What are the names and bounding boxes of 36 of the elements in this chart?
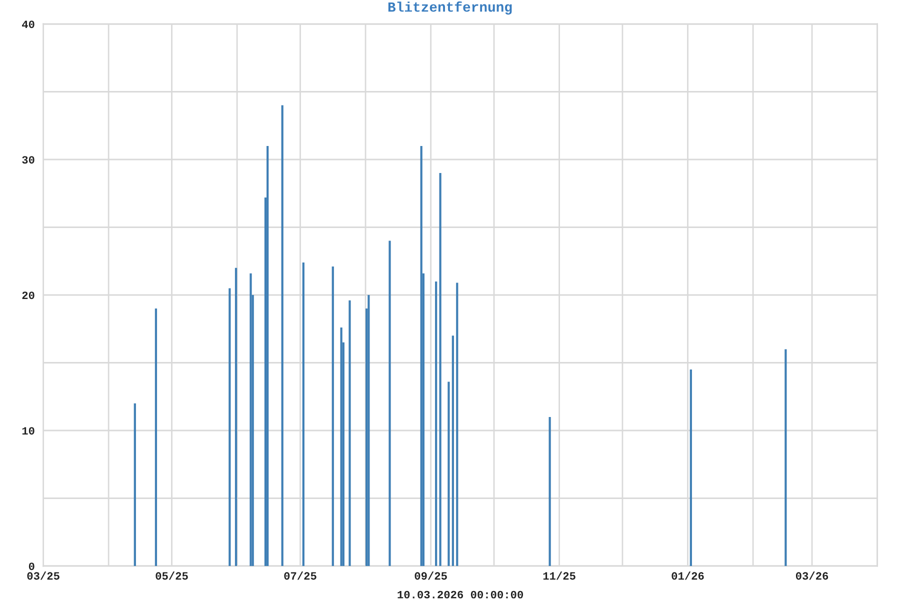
bar: [690, 370, 692, 566]
bar: [548, 416, 551, 566]
x-tick-label: 03/25: [27, 572, 60, 580]
bar: [250, 273, 252, 566]
y-tick-label: 10: [22, 427, 34, 435]
bar: [332, 266, 334, 566]
x-tick-label: 11/25: [543, 572, 576, 580]
bar: [448, 382, 450, 566]
bar: [340, 328, 342, 566]
bar: [456, 282, 458, 566]
bar: [452, 336, 454, 566]
bar: [228, 288, 231, 566]
bar: [281, 105, 284, 566]
bar: [134, 403, 136, 566]
y-tick-label: 40: [22, 20, 34, 28]
bar: [784, 349, 787, 566]
bar: [348, 300, 351, 566]
x-tick-label: 03/26: [796, 572, 828, 580]
bar: [420, 146, 422, 566]
bar: [154, 308, 158, 566]
bar: [302, 262, 304, 566]
bar: [368, 295, 370, 566]
bar: [439, 173, 442, 566]
bar: [266, 146, 269, 566]
x-tick-label: 01/26: [672, 572, 704, 580]
chart-title: Blitzentfernung: [388, 1, 512, 15]
x-tick-label: 07/25: [284, 572, 316, 580]
y-tick-label: 20: [22, 292, 34, 300]
bar: [435, 281, 438, 566]
y-tick-label: 0: [28, 562, 34, 570]
x-axis-title: 10.03.2026 00:00:00: [398, 590, 523, 598]
x-tick-label: 05/25: [156, 572, 188, 580]
y-tick-label: 30: [22, 156, 34, 164]
bar: [234, 268, 238, 566]
x-tick-label: 09/25: [414, 572, 447, 580]
bar: [388, 240, 391, 566]
